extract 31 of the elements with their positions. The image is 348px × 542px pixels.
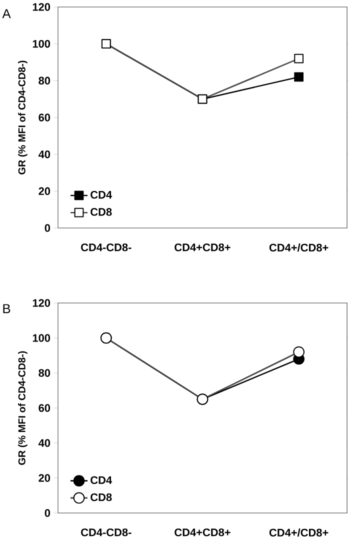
text: B — [3, 304, 10, 314]
y-tick-label: 100 — [32, 40, 50, 48]
y-tick-label: 20 — [38, 474, 50, 482]
x-tick-label: CD4+CD8+ — [174, 243, 230, 252]
x-tick-label: CD4-CD8- — [81, 528, 132, 536]
x-tick-label: CD4+/CD8+ — [269, 528, 328, 537]
y-tick-label: 100 — [32, 334, 50, 342]
y-tick-label: 80 — [38, 369, 50, 377]
y-tick-label: 120 — [32, 299, 50, 307]
y-axis-title: GR (% MFI of CD4-CD8-) — [18, 60, 28, 174]
y-tick-label: 40 — [38, 150, 50, 158]
y-tick-label: 60 — [38, 114, 50, 122]
y-tick-label: 20 — [38, 187, 50, 196]
y-tick-label: 120 — [32, 3, 50, 11]
legend-label: CD4 — [90, 190, 112, 199]
y-tick-label: 0 — [44, 224, 50, 232]
y-tick-label: 60 — [38, 404, 50, 412]
y-axis-title: GR (% MFI of CD4-CD8-) — [18, 351, 28, 465]
y-tick-label: 40 — [38, 439, 50, 447]
point — [293, 346, 305, 358]
legend-label: CD4 — [90, 476, 112, 484]
y-tick-label: 0 — [44, 509, 50, 517]
legend-label: CD8 — [90, 208, 112, 216]
point — [294, 72, 304, 82]
x-tick-label: CD4+/CD8+ — [269, 243, 328, 252]
x-tick-label: CD4+CD8+ — [174, 528, 230, 536]
point — [294, 54, 304, 64]
text: A — [2, 9, 11, 18]
legend-label: CD8 — [90, 493, 112, 502]
y-tick-label: 80 — [38, 76, 50, 85]
x-tick-label: CD4-CD8- — [81, 243, 132, 252]
